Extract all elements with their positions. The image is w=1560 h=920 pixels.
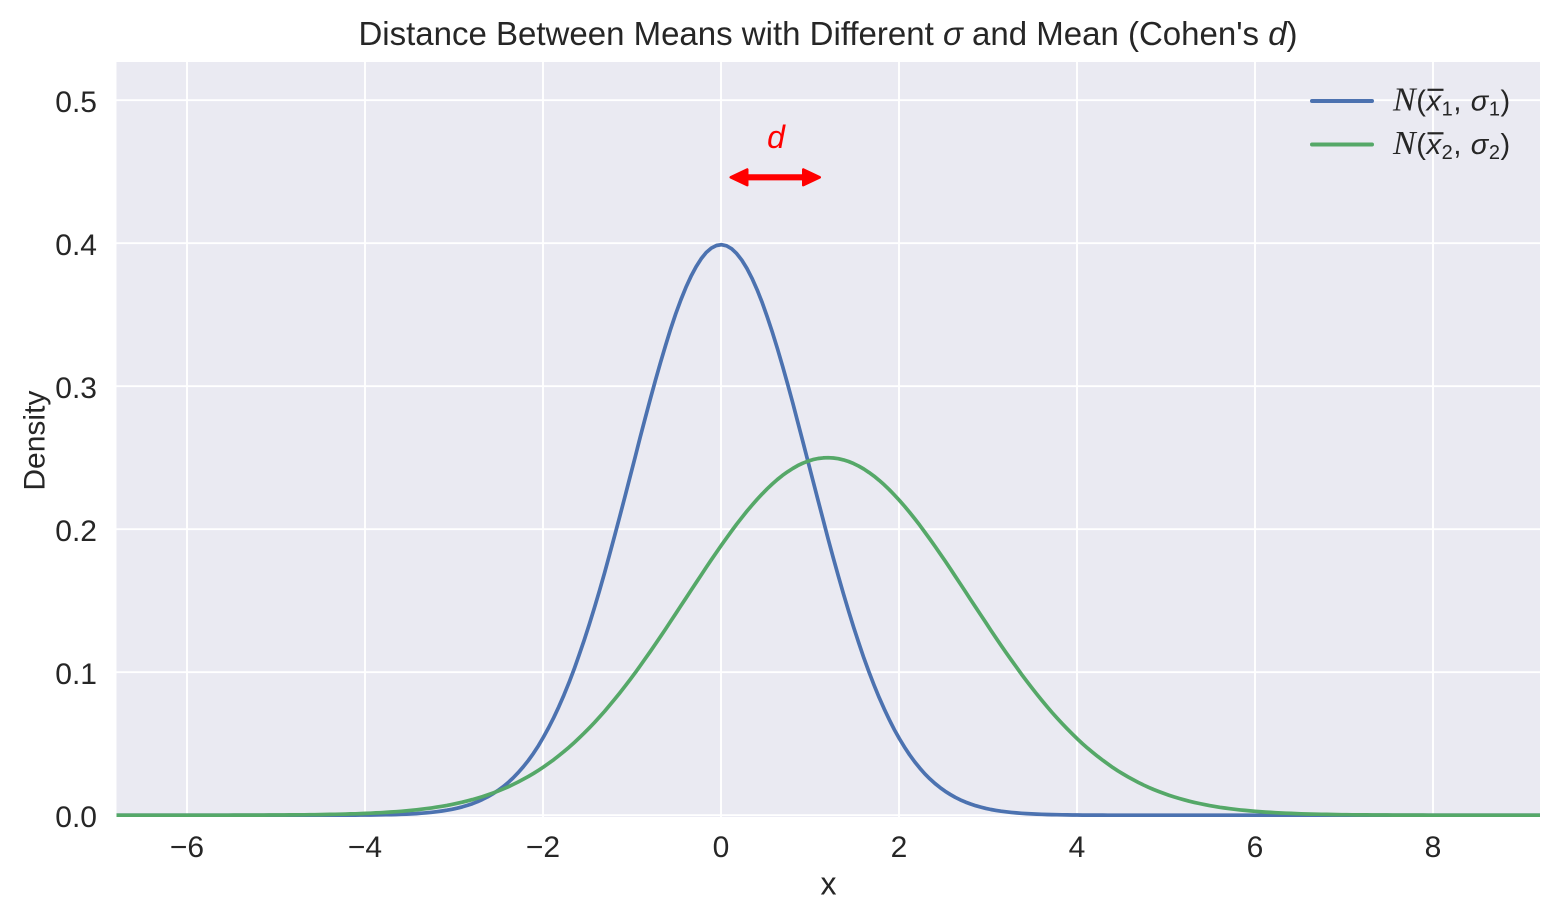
svg-text:d: d xyxy=(767,119,786,155)
svg-text:x: x xyxy=(821,866,837,902)
svg-text:8: 8 xyxy=(1425,831,1442,864)
svg-text:Density: Density xyxy=(19,391,52,491)
svg-text:0.4: 0.4 xyxy=(55,229,97,262)
svg-text:6: 6 xyxy=(1247,831,1264,864)
svg-text:−4: −4 xyxy=(348,831,382,864)
svg-text:0: 0 xyxy=(713,831,730,864)
svg-text:N(x2, σ2): N(x2, σ2) xyxy=(1392,125,1511,164)
svg-text:−6: −6 xyxy=(170,831,204,864)
svg-text:0.0: 0.0 xyxy=(55,801,97,834)
svg-text:Distance Between Means with Di: Distance Between Means with Different σ … xyxy=(358,15,1297,52)
svg-text:2: 2 xyxy=(891,831,908,864)
svg-text:−2: −2 xyxy=(526,831,560,864)
svg-text:0.3: 0.3 xyxy=(55,372,97,405)
svg-text:N(x1, σ1): N(x1, σ1) xyxy=(1392,82,1511,121)
svg-text:4: 4 xyxy=(1069,831,1086,864)
svg-text:0.5: 0.5 xyxy=(55,86,97,119)
svg-text:0.2: 0.2 xyxy=(55,515,97,548)
svg-text:0.1: 0.1 xyxy=(55,658,97,691)
